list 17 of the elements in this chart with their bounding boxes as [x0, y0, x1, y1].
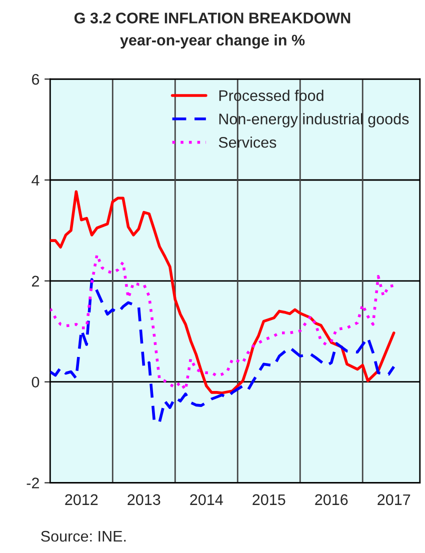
- y-tick-label: 6: [32, 74, 40, 85]
- x-tick-label: 2013: [128, 494, 160, 506]
- chart-subtitle: year-on-year change in %: [120, 34, 305, 49]
- line-series: [50, 253, 396, 392]
- x-tick-label: 2016: [315, 494, 348, 506]
- line-series: [50, 190, 396, 394]
- chart-title: G 3.2 CORE INFLATION BREAKDOWN: [74, 12, 350, 24]
- y-tick-label: 4: [32, 175, 40, 186]
- y-tick-label: 2: [32, 276, 39, 286]
- x-tick-label: 2014: [190, 494, 223, 506]
- source-note: Source: INE.: [41, 530, 126, 542]
- x-tick-label: 2017: [378, 494, 410, 506]
- x-tick-label: 2012: [65, 494, 98, 506]
- y-tick-label: -2: [26, 478, 39, 488]
- line-series: [50, 278, 396, 424]
- x-tick-label: 2015: [252, 494, 286, 506]
- y-tick-label: 0: [32, 376, 40, 388]
